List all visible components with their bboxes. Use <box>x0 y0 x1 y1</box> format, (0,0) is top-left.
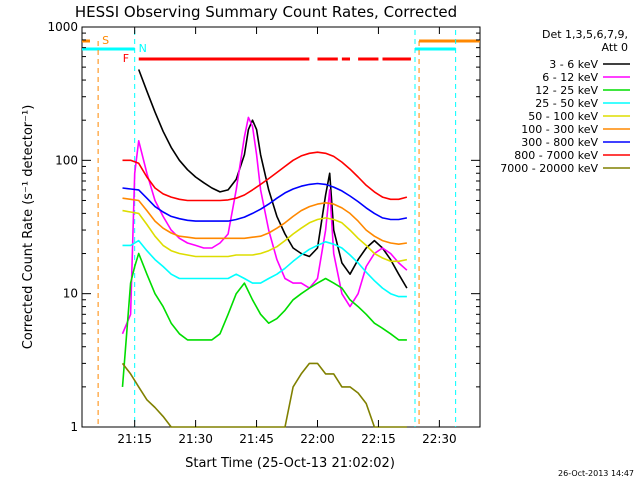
y-tick-label: 100 <box>55 153 78 167</box>
y-axis-label: Corrected Count Rate (s⁻¹ detector⁻¹) <box>21 105 36 350</box>
x-tick-label: 22:00 <box>300 432 335 446</box>
night-label: N <box>139 42 147 55</box>
y-tick-label: 1 <box>70 420 78 434</box>
x-tick-label: 21:15 <box>117 432 152 446</box>
chart-title: HESSI Observing Summary Count Rates, Cor… <box>75 3 457 21</box>
legend-label-8: 7000 - 20000 keV <box>500 162 598 175</box>
legend-label-5: 100 - 300 keV <box>521 123 598 136</box>
series-line-8 <box>121 362 407 428</box>
legend-label-7: 800 - 7000 keV <box>514 149 598 162</box>
axis-ticks: 21:15 21:30 21:45 22:00 22:15 22:30 1 10 100 1000 <box>47 20 480 446</box>
legend-label-2: 12 - 25 keV <box>535 84 598 97</box>
legend-label-4: 50 - 100 keV <box>528 110 598 123</box>
observing-markers: S NF <box>82 30 480 427</box>
legend-label-1: 6 - 12 keV <box>542 71 598 84</box>
y-tick-label: 1000 <box>47 20 78 34</box>
saa-label: S <box>102 34 109 47</box>
x-tick-label: 21:45 <box>239 432 274 446</box>
flare-label: F <box>123 52 129 65</box>
legend-header-line-1: Det 1,3,5,6,7,9, <box>542 28 628 41</box>
legend-label-6: 300 - 800 keV <box>521 136 598 149</box>
series-line-6 <box>122 182 408 222</box>
y-tick-label: 10 <box>63 287 78 301</box>
x-axis-label: Start Time (25-Oct-13 21:02:02) <box>185 456 395 471</box>
series-line-0 <box>137 69 408 289</box>
legend-label-0: 3 - 6 keV <box>549 58 598 71</box>
legend-label-3: 25 - 50 keV <box>535 97 598 110</box>
series-line-7 <box>122 151 408 202</box>
series-line-1 <box>121 116 408 335</box>
series-line-4 <box>122 209 408 263</box>
x-tick-label: 21:30 <box>178 432 213 446</box>
generated-timestamp: 26-Oct-2013 14:47 <box>558 469 634 478</box>
series-line-5 <box>122 197 408 245</box>
x-tick-label: 22:15 <box>361 432 396 446</box>
x-tick-label: 22:30 <box>422 432 457 446</box>
series-line-2 <box>121 252 407 387</box>
data-series <box>121 69 408 428</box>
legend-header-line-2: Att 0 <box>602 41 628 54</box>
series-line-3 <box>122 239 407 298</box>
